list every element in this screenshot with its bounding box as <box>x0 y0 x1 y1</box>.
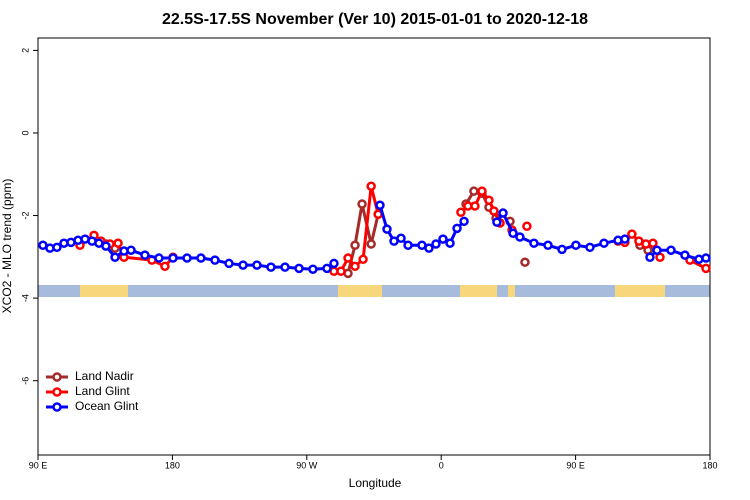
data-point <box>366 181 376 191</box>
data-point <box>452 223 462 234</box>
data-point <box>484 195 494 206</box>
land-strip <box>460 285 497 297</box>
data-point <box>224 258 234 269</box>
data-point <box>366 239 376 249</box>
chart-title: 22.5S-17.5S November (Ver 10) 2015-01-01… <box>162 11 588 28</box>
data-point <box>701 263 711 274</box>
data-point <box>294 263 304 274</box>
data-point <box>336 266 346 277</box>
data-point <box>154 253 164 263</box>
y-tick-label: 2 <box>20 48 30 53</box>
data-point <box>445 238 455 248</box>
land-strip <box>508 285 515 297</box>
y-tick-label: -2 <box>20 212 30 220</box>
legend-marker <box>52 372 62 382</box>
data-point <box>252 260 262 270</box>
data-point <box>477 186 487 196</box>
data-point <box>599 238 609 248</box>
data-point <box>585 242 595 253</box>
x-tick-label: 90 W <box>296 460 318 470</box>
data-point <box>196 253 206 263</box>
data-point <box>645 252 655 262</box>
data-point <box>350 240 360 251</box>
x-tick-label: 0 <box>439 460 444 470</box>
data-point <box>113 238 123 248</box>
data-point <box>456 207 466 217</box>
land-strip <box>338 285 382 297</box>
data-point <box>168 253 178 263</box>
data-point <box>470 201 480 211</box>
data-point <box>701 253 711 263</box>
data-point <box>403 240 413 251</box>
x-axis-label: Longitude <box>349 476 402 490</box>
data-point <box>382 224 392 234</box>
data-point <box>522 221 532 232</box>
data-point <box>350 261 360 272</box>
data-point <box>424 243 434 253</box>
data-point <box>543 240 553 251</box>
data-point <box>571 240 581 251</box>
y-tick-label: -4 <box>20 294 30 302</box>
legend-label: Land Nadir <box>75 369 134 383</box>
data-point <box>431 239 441 249</box>
data-point <box>396 233 406 243</box>
land-strip <box>615 285 665 297</box>
land-strip <box>80 285 128 297</box>
y-tick-label: -6 <box>20 377 30 385</box>
data-point <box>459 216 469 227</box>
data-point <box>557 244 567 255</box>
data-point <box>357 199 367 209</box>
data-point <box>508 228 518 239</box>
data-point <box>160 261 170 272</box>
data-point <box>489 206 499 216</box>
data-point <box>101 241 111 251</box>
data-point <box>515 232 525 242</box>
data-point <box>492 217 502 227</box>
data-point <box>438 234 448 244</box>
data-point <box>329 258 339 269</box>
legend-label: Land Glint <box>75 384 130 398</box>
data-point <box>322 263 332 274</box>
data-point <box>529 238 539 248</box>
data-point <box>666 245 676 255</box>
data-point <box>469 186 479 196</box>
y-axis-label: XCO2 - MLO trend (ppm) <box>0 179 14 314</box>
data-point <box>266 262 276 272</box>
data-point <box>343 253 353 263</box>
legend-marker <box>52 387 62 397</box>
data-point <box>182 253 192 263</box>
data-point <box>210 255 220 265</box>
data-point <box>280 262 290 272</box>
data-point <box>652 245 662 255</box>
data-point <box>308 264 318 274</box>
data-point <box>110 252 120 262</box>
data-point <box>520 257 530 267</box>
data-point <box>140 250 150 260</box>
plot-frame <box>37 37 711 456</box>
data-point <box>620 234 630 244</box>
data-point <box>52 242 62 253</box>
data-point <box>375 200 385 210</box>
data-point <box>126 245 136 255</box>
x-tick-label: 180 <box>165 460 180 470</box>
x-tick-label: 180 <box>702 460 717 470</box>
data-point <box>358 254 368 265</box>
land-ocean-strip <box>38 285 710 297</box>
x-tick-label: 90 E <box>566 460 585 470</box>
legend-label: Ocean Glint <box>75 399 139 413</box>
data-point <box>648 238 658 248</box>
x-tick-label: 90 E <box>29 460 48 470</box>
data-point <box>238 260 248 270</box>
y-tick-label: 0 <box>20 130 30 135</box>
data-point <box>498 208 508 218</box>
data-point <box>680 250 690 260</box>
legend-marker <box>52 402 62 412</box>
data-point <box>627 229 637 239</box>
